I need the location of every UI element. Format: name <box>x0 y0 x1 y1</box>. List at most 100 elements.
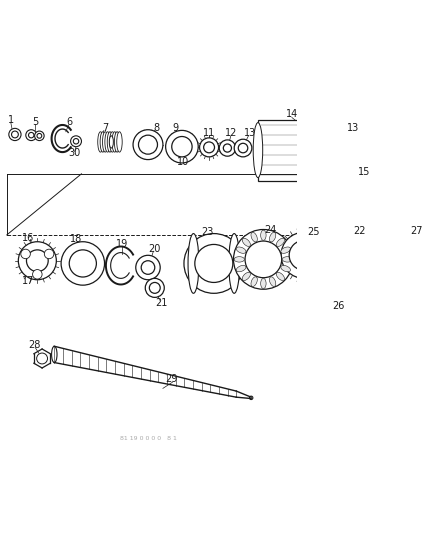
Circle shape <box>219 140 236 156</box>
Text: 5: 5 <box>32 117 39 126</box>
Circle shape <box>325 234 333 242</box>
Circle shape <box>35 131 44 141</box>
Text: 9: 9 <box>172 123 178 133</box>
Text: 22: 22 <box>353 226 366 236</box>
Circle shape <box>26 130 37 141</box>
Circle shape <box>352 153 367 168</box>
Ellipse shape <box>269 277 276 286</box>
Text: 12: 12 <box>225 128 237 138</box>
Ellipse shape <box>52 346 57 362</box>
Ellipse shape <box>117 132 122 152</box>
Circle shape <box>337 241 358 261</box>
Ellipse shape <box>114 132 120 152</box>
Ellipse shape <box>281 247 290 253</box>
Text: 30: 30 <box>68 149 81 158</box>
Text: 11: 11 <box>203 128 215 138</box>
Circle shape <box>145 278 164 297</box>
Ellipse shape <box>107 132 113 152</box>
Circle shape <box>366 247 374 255</box>
Circle shape <box>245 241 282 278</box>
Ellipse shape <box>112 132 117 152</box>
Circle shape <box>223 144 231 152</box>
Text: 29: 29 <box>165 374 177 384</box>
Ellipse shape <box>253 123 263 177</box>
Ellipse shape <box>110 132 115 152</box>
Text: 10: 10 <box>177 157 189 167</box>
Circle shape <box>281 232 327 278</box>
Circle shape <box>195 245 233 282</box>
Ellipse shape <box>251 232 258 242</box>
Circle shape <box>172 136 192 157</box>
Circle shape <box>26 250 48 272</box>
Text: 27: 27 <box>410 226 423 236</box>
Ellipse shape <box>100 132 106 152</box>
Ellipse shape <box>251 277 258 286</box>
Text: 14: 14 <box>286 109 298 119</box>
Ellipse shape <box>237 247 246 253</box>
Circle shape <box>73 139 79 144</box>
Circle shape <box>350 269 359 277</box>
Ellipse shape <box>334 119 345 181</box>
Circle shape <box>21 249 30 259</box>
Circle shape <box>339 144 351 156</box>
Text: 19: 19 <box>116 239 128 249</box>
Text: 16: 16 <box>22 233 35 244</box>
Circle shape <box>356 156 364 164</box>
Circle shape <box>350 226 359 234</box>
Circle shape <box>18 242 57 280</box>
Ellipse shape <box>250 396 253 400</box>
Circle shape <box>390 239 420 269</box>
Circle shape <box>365 215 438 293</box>
Ellipse shape <box>276 238 285 246</box>
Ellipse shape <box>269 232 276 242</box>
Text: 1: 1 <box>8 115 14 125</box>
Circle shape <box>61 242 105 285</box>
Circle shape <box>138 135 158 154</box>
Text: 24: 24 <box>264 224 276 235</box>
Ellipse shape <box>242 238 251 246</box>
Text: 13: 13 <box>244 128 256 138</box>
Ellipse shape <box>399 215 411 293</box>
Ellipse shape <box>105 132 110 152</box>
Text: 26: 26 <box>332 301 344 311</box>
Ellipse shape <box>98 132 103 152</box>
Ellipse shape <box>261 278 266 288</box>
Circle shape <box>200 138 219 157</box>
Circle shape <box>289 240 319 270</box>
Text: 17: 17 <box>22 276 35 286</box>
Text: 21: 21 <box>155 298 168 308</box>
Circle shape <box>234 139 252 157</box>
Text: 8: 8 <box>153 123 159 133</box>
Text: 13: 13 <box>347 123 359 133</box>
Circle shape <box>204 142 215 153</box>
Ellipse shape <box>234 257 244 262</box>
Ellipse shape <box>261 230 266 240</box>
Circle shape <box>325 260 333 269</box>
Circle shape <box>166 131 198 163</box>
Text: 15: 15 <box>358 167 370 177</box>
Ellipse shape <box>276 272 285 280</box>
Text: 28: 28 <box>28 340 40 350</box>
Text: 7: 7 <box>102 123 108 133</box>
Circle shape <box>149 282 160 293</box>
Circle shape <box>69 250 96 277</box>
Ellipse shape <box>283 257 293 262</box>
Circle shape <box>184 233 244 293</box>
Ellipse shape <box>237 265 246 272</box>
Circle shape <box>133 130 163 159</box>
Ellipse shape <box>110 136 113 148</box>
Circle shape <box>28 132 34 138</box>
Circle shape <box>343 285 352 294</box>
Circle shape <box>37 133 42 138</box>
Text: 18: 18 <box>70 234 82 244</box>
Ellipse shape <box>188 233 199 293</box>
Circle shape <box>141 261 155 274</box>
Circle shape <box>71 136 81 147</box>
Circle shape <box>44 249 54 259</box>
Text: 25: 25 <box>307 227 320 237</box>
Circle shape <box>233 230 293 289</box>
Circle shape <box>238 143 248 153</box>
Circle shape <box>9 128 21 141</box>
Circle shape <box>11 131 18 138</box>
Circle shape <box>314 217 381 285</box>
